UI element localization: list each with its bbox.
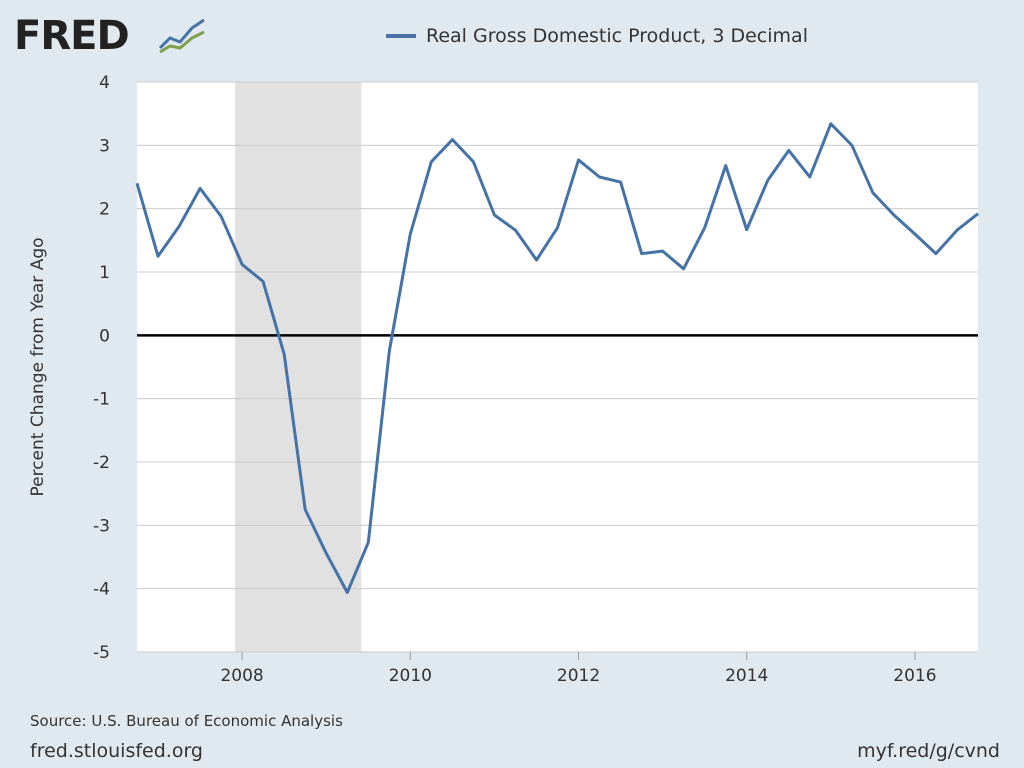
gridlines <box>137 81 978 653</box>
y-tick-label: 2 <box>99 200 110 220</box>
y-tick-label: 3 <box>99 136 110 156</box>
recession-shading-layer <box>235 82 362 652</box>
y-tick-label: -3 <box>93 516 110 536</box>
legend-series-swatch <box>386 34 416 38</box>
fred-logo[interactable]: FRED <box>14 13 208 59</box>
y-axis-label: Percent Change from Year Ago <box>28 237 48 496</box>
y-tick-label: -4 <box>93 580 110 600</box>
x-axis-ticks: 2008 2010 2012 2014 2016 <box>220 652 937 686</box>
short-link[interactable]: myf.red/g/cvnd <box>857 740 1000 762</box>
x-tick-label: 2012 <box>557 666 600 686</box>
y-axis-ticks: 4 3 2 1 0 -1 -2 -3 -4 -5 <box>93 73 110 663</box>
y-tick-label: 0 <box>99 326 110 346</box>
y-tick-label: -5 <box>93 643 110 663</box>
x-tick-label: 2014 <box>725 666 768 686</box>
source-note: Source: U.S. Bureau of Economic Analysis <box>30 712 343 730</box>
x-tick-label: 2008 <box>220 666 263 686</box>
chart-legend: Real Gross Domestic Product, 3 Decimal <box>386 22 808 50</box>
y-tick-label: 4 <box>99 73 110 93</box>
fred-logo-text: FRED <box>14 13 130 59</box>
y-tick-label: -1 <box>93 390 110 410</box>
y-tick-label: -2 <box>93 453 110 473</box>
series-points <box>136 123 979 593</box>
logo-graph-icon <box>158 18 208 54</box>
y-tick-label: 1 <box>99 263 110 283</box>
legend-series-label: Real Gross Domestic Product, 3 Decimal <box>426 25 808 47</box>
x-tick-label: 2010 <box>389 666 432 686</box>
site-link[interactable]: fred.stlouisfed.org <box>30 740 203 762</box>
x-tick-label: 2016 <box>893 666 936 686</box>
recession-band <box>235 82 362 652</box>
